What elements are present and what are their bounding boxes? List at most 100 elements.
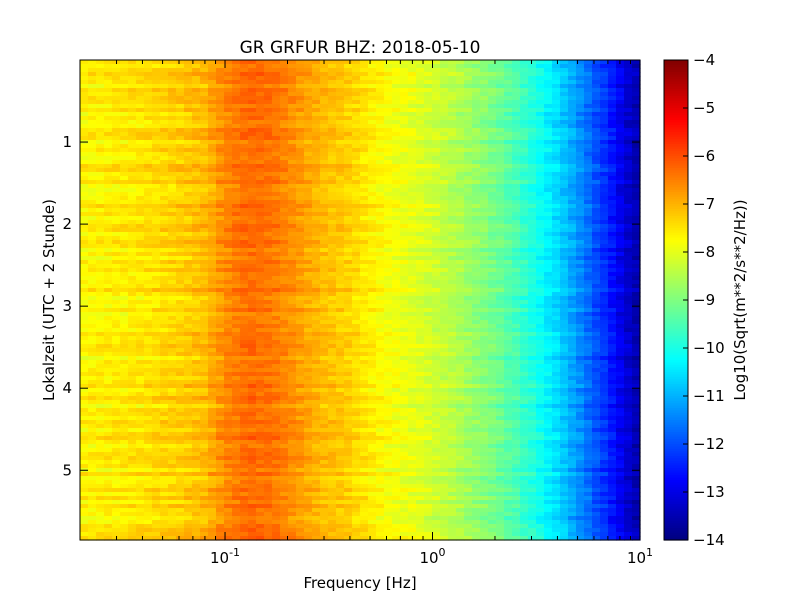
- heatmap-cell: [176, 376, 185, 381]
- heatmap-cell: [296, 224, 305, 229]
- heatmap-cell: [200, 324, 209, 329]
- heatmap-cell: [136, 484, 145, 489]
- heatmap-cell: [232, 516, 241, 521]
- heatmap-cell: [368, 164, 377, 169]
- heatmap-cell: [120, 344, 129, 349]
- heatmap-cell: [80, 272, 89, 277]
- heatmap-cell: [224, 520, 233, 525]
- heatmap-cell: [80, 292, 89, 297]
- heatmap-cell: [320, 456, 329, 461]
- heatmap-cell: [264, 472, 273, 477]
- heatmap-cell: [200, 336, 209, 341]
- heatmap-cell: [136, 204, 145, 209]
- heatmap-cell: [232, 508, 241, 513]
- heatmap-cell: [184, 360, 193, 365]
- heatmap-cell: [88, 260, 97, 265]
- heatmap-cell: [312, 440, 321, 445]
- heatmap-cell: [360, 408, 369, 413]
- heatmap-cell: [328, 92, 337, 97]
- heatmap-cell: [344, 60, 353, 65]
- heatmap-cell: [272, 524, 281, 529]
- heatmap-cell: [392, 288, 401, 293]
- heatmap-cell: [128, 144, 137, 149]
- heatmap-cell: [160, 440, 169, 445]
- heatmap-cell: [120, 140, 129, 145]
- heatmap-cell: [384, 292, 393, 297]
- heatmap-cell: [256, 120, 265, 125]
- heatmap-cell: [96, 292, 105, 297]
- heatmap-cell: [240, 340, 249, 345]
- heatmap-cell: [224, 500, 233, 505]
- heatmap-cell: [112, 472, 121, 477]
- heatmap-cell: [232, 116, 241, 121]
- heatmap-cell: [216, 228, 225, 233]
- heatmap-cell: [88, 208, 97, 213]
- heatmap-cell: [136, 132, 145, 137]
- heatmap-cell: [320, 204, 329, 209]
- heatmap-cell: [400, 372, 409, 377]
- heatmap-cell: [336, 92, 345, 97]
- heatmap-cell: [280, 468, 289, 473]
- heatmap-cell: [248, 184, 257, 189]
- heatmap-cell: [352, 232, 361, 237]
- heatmap-cell: [240, 300, 249, 305]
- heatmap-cell: [80, 496, 89, 501]
- heatmap-cell: [296, 252, 305, 257]
- heatmap-cell: [400, 124, 409, 129]
- heatmap-cell: [128, 536, 137, 541]
- heatmap-cell: [128, 156, 137, 161]
- heatmap-cell: [168, 244, 177, 249]
- heatmap-cell: [264, 296, 273, 301]
- heatmap-cell: [184, 428, 193, 433]
- heatmap-cell: [384, 336, 393, 341]
- heatmap-cell: [240, 428, 249, 433]
- heatmap-cell: [120, 368, 129, 373]
- heatmap-cell: [360, 216, 369, 221]
- heatmap-cell: [336, 76, 345, 81]
- heatmap-cell: [384, 352, 393, 357]
- heatmap-cell: [328, 80, 337, 85]
- heatmap-cell: [136, 480, 145, 485]
- heatmap-cell: [288, 292, 297, 297]
- heatmap-cell: [216, 212, 225, 217]
- heatmap-cell: [256, 472, 265, 477]
- heatmap-cell: [256, 80, 265, 85]
- heatmap-cell: [224, 304, 233, 309]
- heatmap-cell: [248, 460, 257, 465]
- heatmap-cell: [240, 60, 249, 65]
- heatmap-cell: [136, 296, 145, 301]
- heatmap-cell: [408, 76, 417, 81]
- heatmap-cell: [376, 124, 385, 129]
- heatmap-cell: [344, 84, 353, 89]
- heatmap-cell: [120, 160, 129, 165]
- heatmap-cell: [88, 216, 97, 221]
- heatmap-cell: [232, 232, 241, 237]
- heatmap-cell: [176, 488, 185, 493]
- heatmap-cell: [128, 224, 137, 229]
- heatmap-cell: [144, 344, 153, 349]
- heatmap-cell: [400, 364, 409, 369]
- heatmap-cell: [176, 244, 185, 249]
- heatmap-cell: [208, 80, 217, 85]
- heatmap-cell: [240, 432, 249, 437]
- heatmap-cell: [320, 404, 329, 409]
- heatmap-cell: [352, 368, 361, 373]
- heatmap-cell: [200, 104, 209, 109]
- heatmap-cell: [232, 364, 241, 369]
- heatmap-cell: [216, 312, 225, 317]
- heatmap-cell: [400, 456, 409, 461]
- heatmap-cell: [344, 288, 353, 293]
- heatmap-cell: [208, 312, 217, 317]
- heatmap-cell: [80, 424, 89, 429]
- heatmap-cell: [200, 308, 209, 313]
- heatmap-cell: [400, 156, 409, 161]
- heatmap-cell: [152, 140, 161, 145]
- heatmap-cell: [336, 332, 345, 337]
- heatmap-cell: [344, 380, 353, 385]
- heatmap-cell: [208, 172, 217, 177]
- heatmap-cell: [96, 312, 105, 317]
- heatmap-cell: [288, 112, 297, 117]
- heatmap-cell: [400, 228, 409, 233]
- heatmap-cell: [208, 100, 217, 105]
- heatmap-cell: [224, 84, 233, 89]
